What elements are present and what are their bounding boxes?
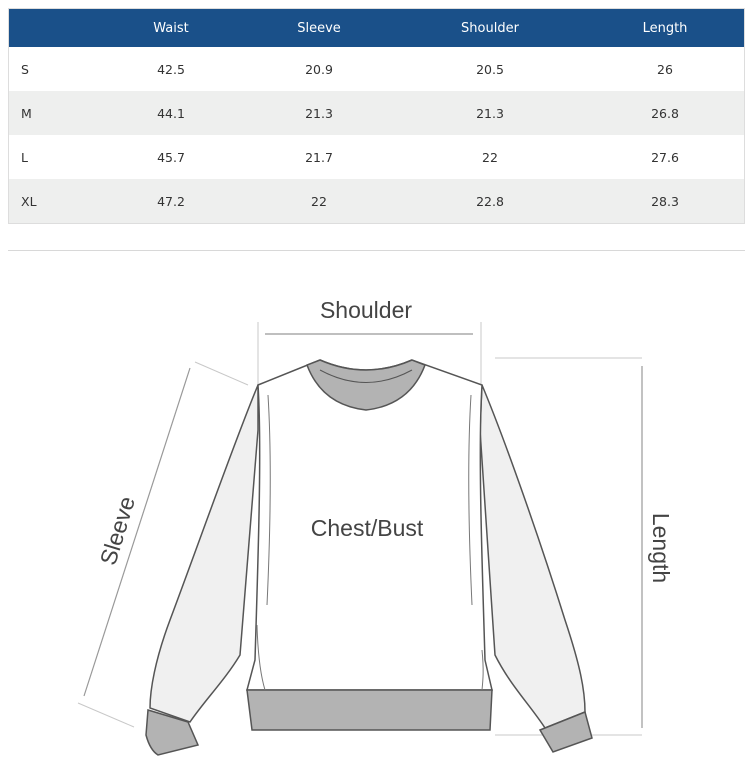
table-cell: 42.5 <box>157 61 185 77</box>
chest-label: Chest/Bust <box>311 515 424 541</box>
shoulder-label: Shoulder <box>320 297 412 323</box>
sleeve-arrow <box>83 367 191 697</box>
table-cell: 21.3 <box>476 105 504 121</box>
table-cell: 26 <box>657 61 673 77</box>
table-cell: 22 <box>482 149 498 165</box>
length-label: Length <box>648 513 674 583</box>
size-chart-table: Waist Sleeve Shoulder Length S 42.5 20.9 20.5 26… <box>8 8 745 224</box>
table-cell: S <box>21 61 29 77</box>
table-cell: 22.8 <box>476 193 504 209</box>
table-cell: 22 <box>311 193 327 209</box>
table-header: Waist Sleeve Shoulder Length <box>9 9 744 47</box>
table-cell: 44.1 <box>157 105 185 121</box>
table-cell: 20.9 <box>305 61 333 77</box>
column-header: Waist <box>153 20 189 36</box>
table-cell: 28.3 <box>651 193 679 209</box>
table-cell: 20.5 <box>476 61 504 77</box>
hem-band <box>246 689 493 731</box>
table-row: M 44.1 21.3 21.3 26.8 <box>9 91 744 135</box>
table-cell: 45.7 <box>157 149 185 165</box>
column-header: Sleeve <box>297 20 341 36</box>
table-cell: M <box>21 105 32 121</box>
column-header: Length <box>642 20 688 36</box>
table-cell: 21.7 <box>305 149 333 165</box>
sleeve-guide-bottom <box>77 702 135 728</box>
left-cuff <box>145 709 200 756</box>
table-cell: 21.3 <box>305 105 333 121</box>
table-cell: 26.8 <box>651 105 679 121</box>
sleeve-label: Sleeve <box>95 493 140 568</box>
sleeve-guide-top <box>194 361 249 386</box>
column-header: Shoulder <box>461 20 519 36</box>
table-cell: 47.2 <box>157 193 185 209</box>
right-cuff <box>538 710 593 753</box>
left-sleeve <box>149 384 259 723</box>
collar-inner <box>319 369 413 383</box>
table-row: L 45.7 21.7 22 27.6 <box>9 135 744 179</box>
divider <box>8 250 745 251</box>
collar <box>306 359 426 411</box>
table-row: XL 47.2 22 22.8 28.3 <box>9 179 744 223</box>
table-row: S 42.5 20.9 20.5 26 <box>9 47 744 91</box>
right-sleeve <box>479 384 586 729</box>
table-cell: XL <box>21 193 37 209</box>
table-cell: L <box>21 149 28 165</box>
table-cell: 27.6 <box>651 149 679 165</box>
